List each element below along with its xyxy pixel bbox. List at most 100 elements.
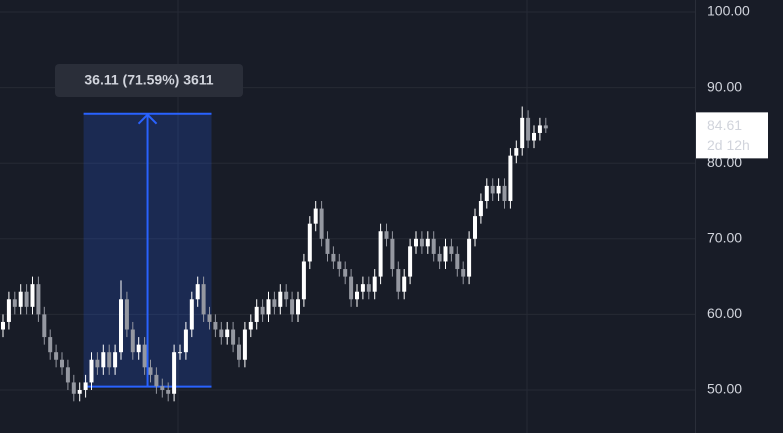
measure-label-box [55, 64, 243, 97]
candle-body [36, 284, 41, 315]
candle-body [260, 306, 265, 315]
candle-body [319, 208, 324, 239]
candle-body [166, 389, 171, 394]
candle-body [384, 231, 389, 239]
y-tick-label: 50.00 [707, 381, 742, 397]
candle-body [449, 246, 454, 254]
candle-body [248, 321, 253, 330]
candle-body [307, 223, 312, 262]
candle-body [461, 269, 466, 277]
candle-body [30, 284, 35, 307]
candle-body [372, 276, 377, 292]
candle-body [467, 238, 472, 277]
candle-body [443, 246, 448, 262]
candle-body [219, 329, 224, 338]
candle-body [532, 132, 536, 141]
candle-body [231, 329, 236, 345]
candle-body [24, 291, 29, 307]
candle-body [42, 314, 47, 338]
countdown: 2d 12h [707, 137, 750, 153]
candle-body [408, 246, 413, 277]
candle-body [473, 216, 477, 239]
candle-body [496, 185, 501, 194]
candle-body [18, 291, 23, 307]
candle-body [266, 299, 271, 315]
candle-body [343, 269, 348, 277]
candle-body [142, 344, 147, 368]
last-price: 84.61 [707, 117, 742, 133]
candle-body [296, 299, 300, 315]
candle-body [366, 284, 371, 292]
candle-body [207, 314, 212, 322]
candle-body [225, 329, 230, 338]
last-price-box [696, 112, 768, 159]
candle-body [284, 291, 289, 300]
candle-body [331, 253, 336, 262]
candle-body [490, 185, 495, 194]
candle-body [242, 329, 247, 360]
candle-body [402, 276, 407, 292]
candle-body [419, 238, 424, 247]
candle-body [455, 253, 460, 270]
candle-body [119, 299, 123, 353]
candle-body [113, 352, 118, 368]
candle-body [89, 359, 94, 383]
candle-body [71, 382, 76, 394]
candle-body [254, 306, 259, 322]
candle-body [278, 291, 283, 307]
candle-body [195, 284, 200, 300]
candle-body [437, 253, 442, 262]
candle-body [360, 284, 365, 292]
candle-body [148, 367, 153, 375]
candle-body [355, 291, 359, 300]
candle-body [349, 276, 354, 300]
candle-body [508, 155, 513, 202]
candle-body [6, 299, 11, 322]
candle-body [396, 269, 401, 292]
candle-body [101, 352, 106, 368]
candle-body [325, 238, 330, 254]
candle-body [543, 125, 548, 129]
candle-body [272, 299, 277, 307]
candle-body [514, 148, 519, 156]
candle-body [337, 261, 342, 270]
y-tick-label: 70.00 [707, 230, 742, 246]
candle-body [414, 238, 418, 247]
candle-body [172, 352, 177, 394]
candle-body [290, 299, 295, 315]
candle-body [1, 321, 5, 330]
candle-body [95, 359, 100, 368]
candle-body [484, 185, 489, 202]
candle-body [178, 352, 182, 354]
measure-label: 36.11 (71.59%) 3611 [84, 72, 213, 88]
candle-body [478, 201, 483, 217]
candle-body [378, 231, 383, 277]
candle-body [189, 299, 194, 330]
candle-body [390, 238, 395, 270]
candle-body [520, 117, 525, 149]
candle-body [136, 344, 141, 353]
candle-body [502, 185, 507, 202]
measure-arrowhead [137, 113, 158, 125]
candle-body [526, 117, 531, 141]
y-tick-label: 60.00 [707, 305, 742, 321]
candle-body [124, 299, 129, 330]
candle-body [431, 238, 436, 254]
candle-body [301, 261, 306, 300]
candle-body [237, 344, 241, 360]
candle-body [130, 329, 135, 353]
candle-body [201, 284, 206, 315]
candle-body [65, 367, 70, 383]
candle-body [183, 329, 188, 353]
candle-body [107, 352, 112, 368]
y-tick-label: 90.00 [707, 78, 742, 94]
candle-body [154, 374, 159, 387]
candle-body [537, 125, 542, 133]
candle-body [313, 208, 318, 224]
candle-body [12, 299, 17, 307]
candle-body [77, 389, 82, 394]
candle-body [160, 386, 165, 390]
candle-body [425, 238, 430, 247]
candle-body [213, 321, 218, 330]
